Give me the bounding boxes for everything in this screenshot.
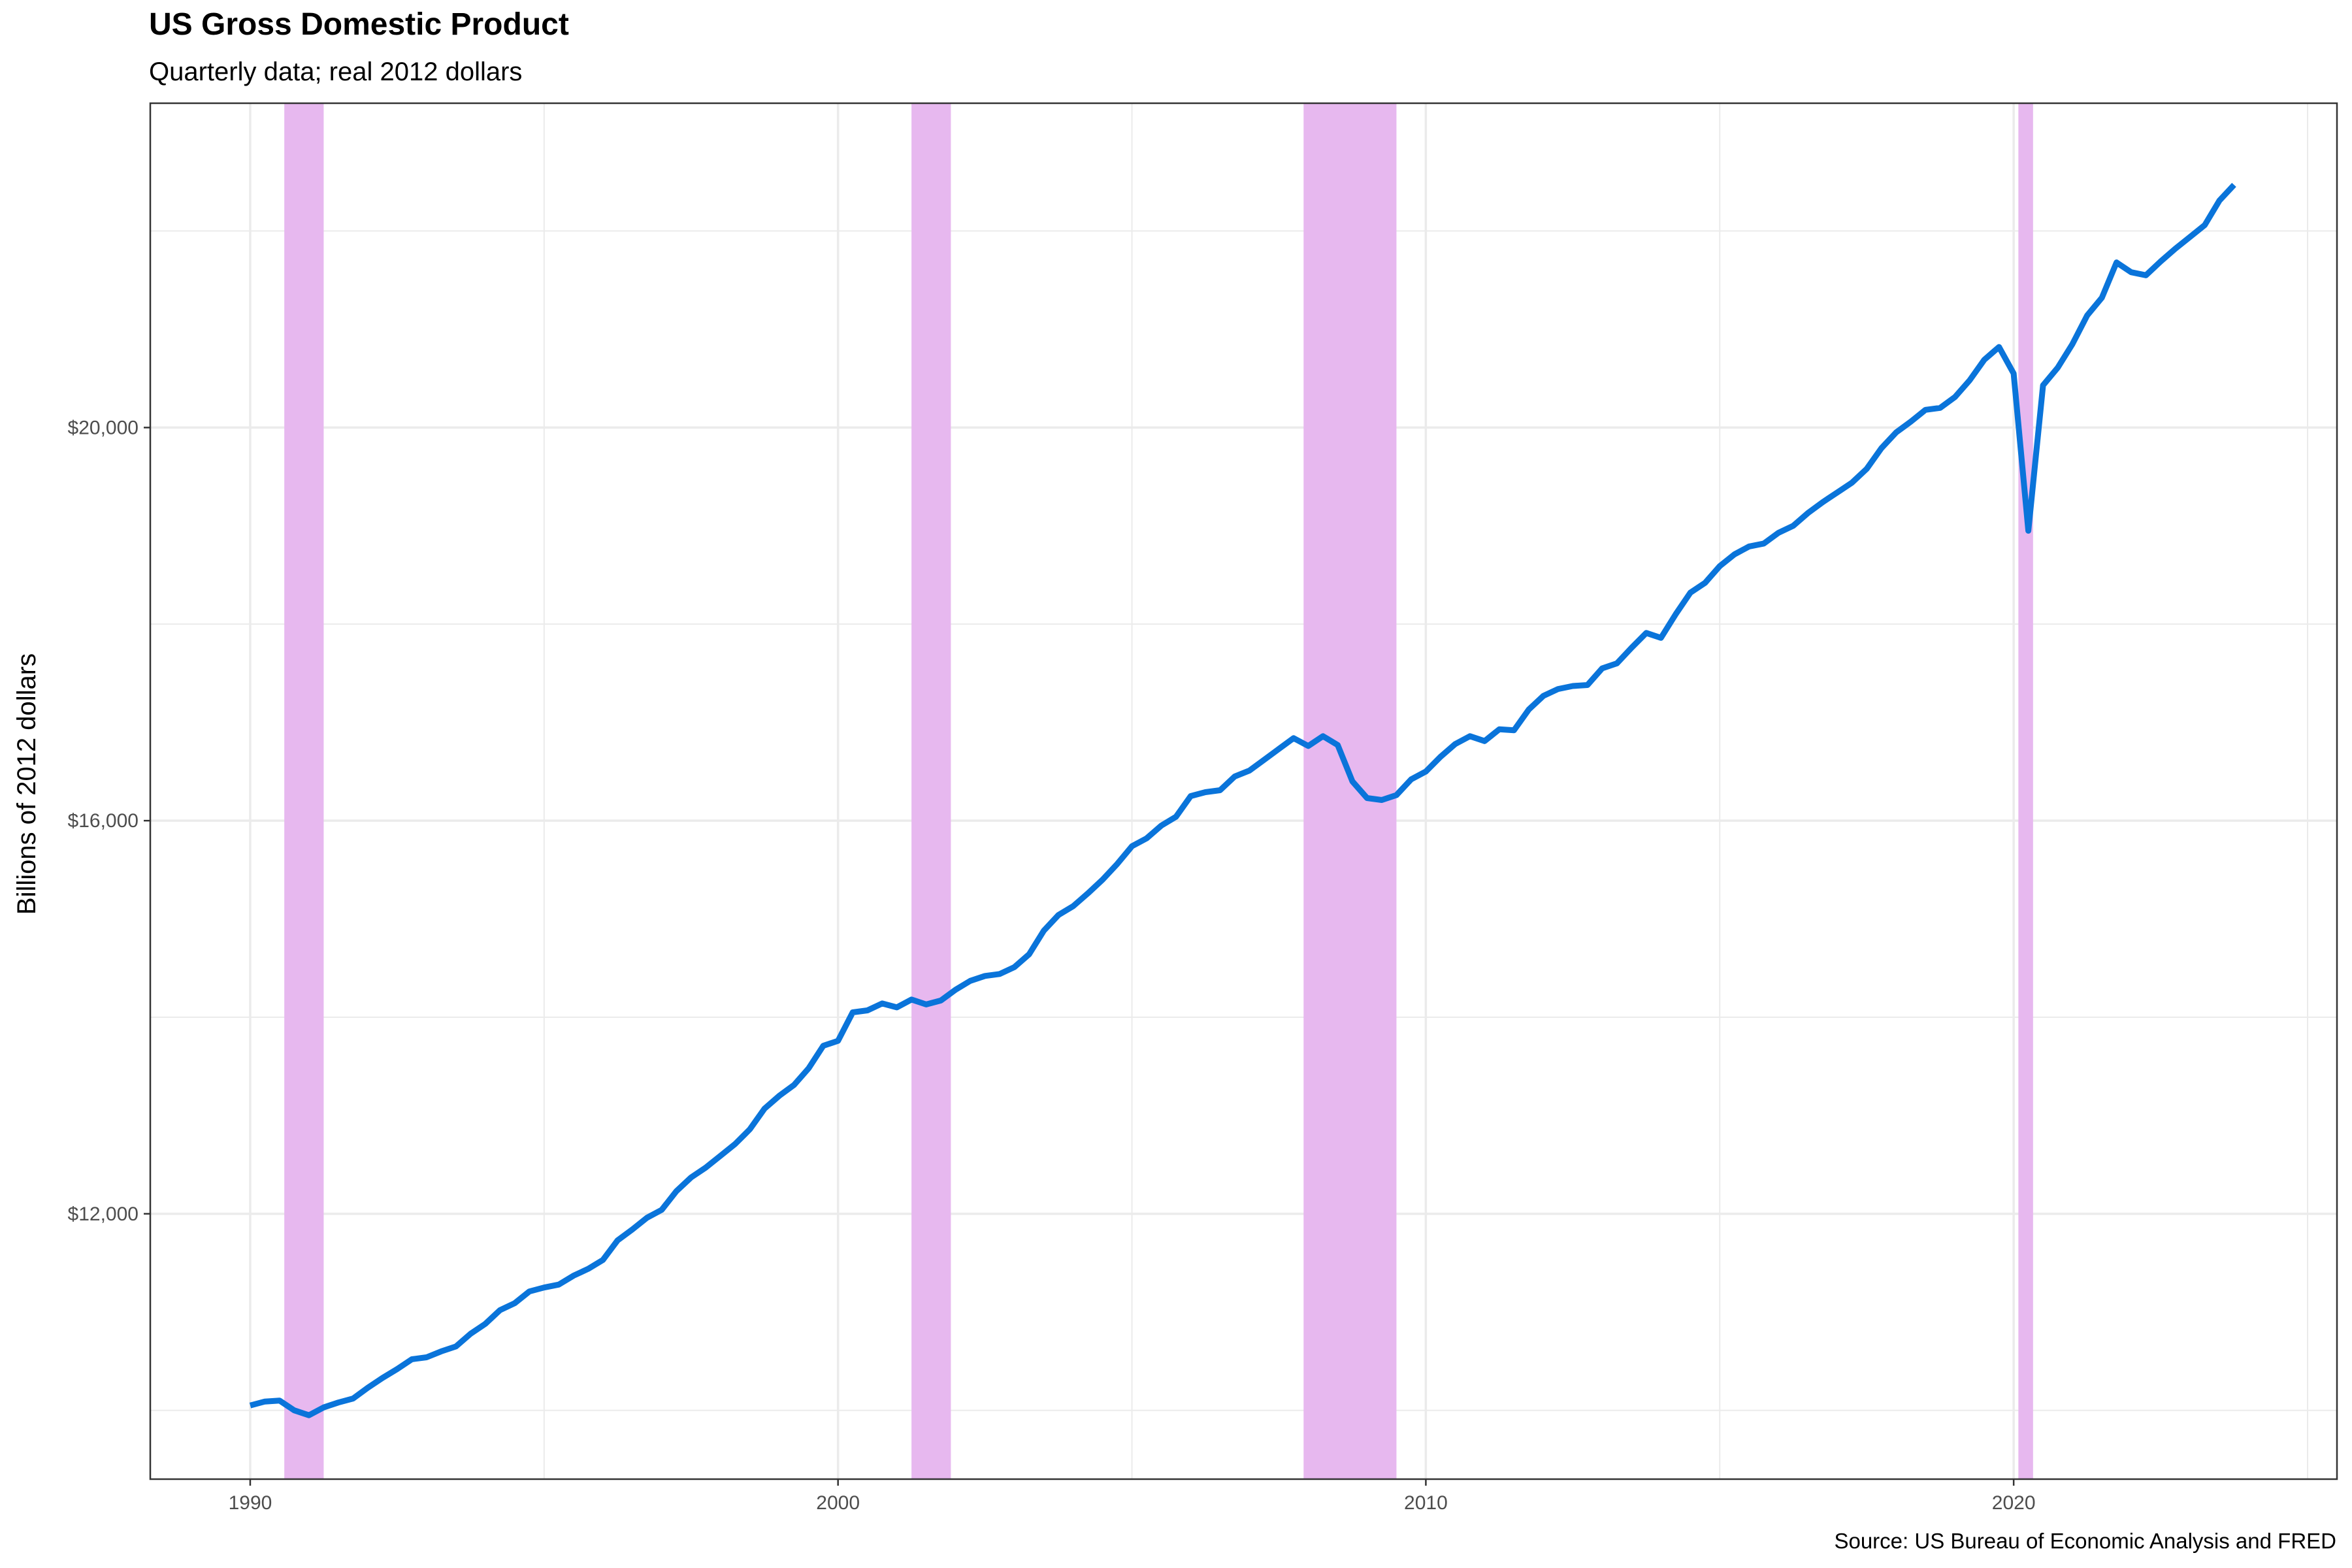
y-axis-label: Billions of 2012 dollars xyxy=(12,653,41,915)
y-tick-label: $12,000 xyxy=(68,1203,139,1225)
panel-border xyxy=(149,102,2338,1480)
recession-band xyxy=(284,103,324,1479)
series-layer xyxy=(249,182,2236,1418)
source-caption: Source: US Bureau of Economic Analysis a… xyxy=(1834,1529,2336,1553)
gdp-series-line xyxy=(249,182,2236,1418)
recession-band xyxy=(911,103,951,1479)
recession-bands xyxy=(284,103,2033,1479)
chart-subtitle: Quarterly data; real 2012 dollars xyxy=(149,57,523,86)
y-tick-label: $20,000 xyxy=(68,417,139,438)
x-tick-label: 2020 xyxy=(1992,1492,2036,1514)
axis-layer: 1990 2000 2010 2020 $12,000 $16,000 $20,000 xyxy=(68,102,2338,1514)
recession-band xyxy=(1303,103,1397,1479)
chart-title: US Gross Domestic Product xyxy=(149,7,569,42)
grid-layer xyxy=(150,103,2337,1479)
y-tick-label: $16,000 xyxy=(68,810,139,832)
x-tick-label: 2010 xyxy=(1404,1492,1448,1514)
x-tick-label: 1990 xyxy=(229,1492,272,1514)
x-tick-label: 2000 xyxy=(816,1492,860,1514)
recession-band xyxy=(2018,103,2033,1479)
